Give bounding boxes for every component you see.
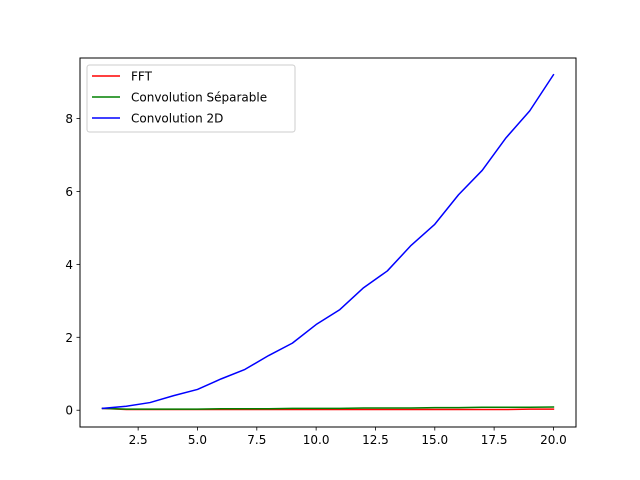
y-tick-label: 8	[65, 112, 73, 126]
x-tick-label: 20.0	[540, 433, 567, 447]
y-tick-label: 2	[65, 331, 73, 345]
plot-frame	[79, 57, 577, 428]
legend-label-0: FFT	[131, 70, 153, 84]
y-axis: 0 2 4 6 8	[65, 112, 80, 418]
series-line-2	[101, 73, 555, 410]
x-axis: 2.5 5.0 7.5 10.0 12.5 15.0 17.5 20.0	[129, 427, 567, 447]
y-tick-label: 6	[65, 185, 73, 199]
y-tick-label: 0	[65, 404, 73, 418]
y-tick-label: 4	[65, 258, 73, 272]
x-tick-label: 12.5	[362, 433, 389, 447]
x-tick-label: 17.5	[481, 433, 508, 447]
x-tick-label: 2.5	[129, 433, 148, 447]
series-line-1	[101, 406, 555, 410]
x-tick-label: 10.0	[303, 433, 330, 447]
legend-box	[86, 64, 296, 133]
legend: FFT Convolution Séparable Convolution 2D	[86, 64, 296, 133]
series-layer	[101, 73, 555, 411]
legend-label-1: Convolution Séparable	[131, 91, 267, 105]
legend-label-2: Convolution 2D	[131, 112, 223, 126]
x-tick-label: 15.0	[421, 433, 448, 447]
x-tick-label: 7.5	[247, 433, 266, 447]
x-tick-label: 5.0	[188, 433, 207, 447]
